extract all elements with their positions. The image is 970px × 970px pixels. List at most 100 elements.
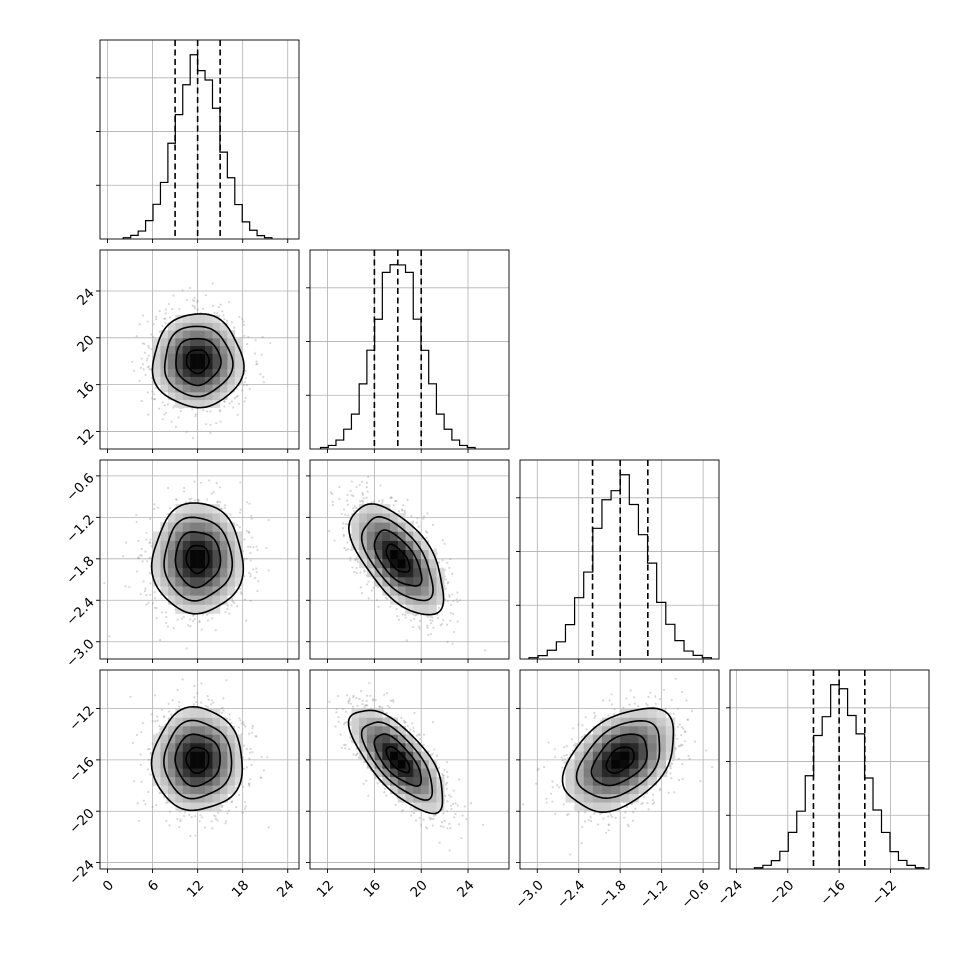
- density-cell: [175, 785, 184, 795]
- density-cell: [175, 595, 184, 605]
- density-cell: [175, 577, 184, 587]
- density-cell: [420, 586, 429, 596]
- sample-point: [431, 824, 434, 827]
- sample-point: [365, 481, 369, 484]
- sample-point: [153, 397, 156, 401]
- sample-point: [147, 413, 150, 416]
- sample-point: [340, 746, 344, 749]
- density-cell: [428, 549, 437, 560]
- x-tick-label: 24: [274, 877, 297, 900]
- sample-point: [158, 407, 161, 410]
- sample-point: [189, 500, 192, 503]
- sample-point: [417, 625, 421, 628]
- density-cell: [175, 717, 184, 727]
- sample-point: [137, 556, 140, 560]
- sample-point: [560, 756, 563, 759]
- sample-point: [355, 571, 358, 575]
- sample-point: [209, 431, 212, 434]
- density-cell: [227, 540, 236, 550]
- sample-point: [412, 625, 415, 629]
- density-cell: [167, 567, 176, 578]
- sample-point: [561, 759, 564, 762]
- sample-point: [676, 707, 679, 710]
- sample-point: [237, 402, 241, 405]
- density-cell: [175, 361, 184, 370]
- density-cell: [219, 549, 228, 560]
- sample-point: [413, 617, 416, 621]
- sample-point: [428, 816, 431, 819]
- density-cell: [382, 522, 391, 532]
- density-cell: [565, 785, 575, 795]
- density-cell: [175, 734, 184, 744]
- density-cell: [160, 567, 169, 578]
- sample-point: [215, 422, 218, 425]
- sample-point: [363, 569, 366, 572]
- sample-point: [163, 317, 166, 320]
- sample-point: [463, 805, 466, 808]
- panel-frame: [99, 669, 300, 870]
- sample-point: [654, 702, 657, 705]
- sample-point: [229, 513, 232, 516]
- sample-point: [191, 408, 194, 411]
- density-cell: [436, 586, 445, 596]
- density-cell: [227, 531, 236, 541]
- sample-point: [395, 607, 398, 611]
- sample-point: [537, 767, 540, 770]
- sample-point: [676, 725, 680, 729]
- density-cell: [611, 785, 621, 795]
- sample-point: [255, 363, 258, 366]
- density-cell: [574, 802, 585, 812]
- sample-point: [147, 365, 150, 368]
- sample-point: [328, 700, 331, 703]
- sample-point: [360, 480, 364, 483]
- sample-point: [163, 716, 166, 719]
- density-cell: [212, 540, 221, 550]
- density-cell: [397, 586, 406, 596]
- scatter-panel-0-1: [99, 249, 300, 450]
- y-tick-label: −16: [66, 754, 97, 785]
- sample-point: [249, 747, 252, 750]
- sample-point: [108, 635, 111, 638]
- sample-point: [204, 705, 208, 708]
- sample-point: [437, 766, 441, 770]
- density-cell: [160, 549, 169, 560]
- density-cell: [190, 759, 198, 769]
- density-cell: [197, 531, 206, 541]
- density-cell: [167, 549, 176, 560]
- sample-point: [344, 747, 347, 750]
- density-cell: [420, 558, 429, 569]
- density-cell: [366, 717, 375, 727]
- sample-point: [589, 820, 593, 823]
- density-cell: [190, 338, 198, 347]
- density-cell: [405, 567, 414, 578]
- sample-point: [158, 724, 161, 728]
- density-cell: [197, 742, 206, 752]
- density-cell: [611, 751, 621, 761]
- sample-point: [651, 799, 654, 802]
- density-cell: [574, 742, 585, 752]
- sample-point: [341, 526, 345, 530]
- sample-point: [237, 726, 240, 729]
- sample-point: [201, 816, 204, 819]
- density-cell: [182, 776, 191, 786]
- sample-point: [344, 710, 348, 713]
- density-cell: [382, 751, 391, 761]
- density-cell: [405, 577, 414, 587]
- density-cell: [175, 353, 184, 362]
- density-cell: [420, 604, 429, 614]
- sample-point: [448, 794, 451, 797]
- sample-point: [633, 696, 636, 699]
- sample-point: [223, 405, 226, 408]
- sample-point: [445, 787, 449, 790]
- sample-point: [445, 760, 449, 764]
- density-cell: [153, 558, 161, 569]
- sample-point: [262, 381, 265, 384]
- sample-point: [190, 497, 193, 500]
- sample-point: [651, 802, 654, 805]
- sample-point: [613, 708, 616, 711]
- sample-point: [572, 744, 575, 747]
- sample-point: [669, 764, 672, 768]
- density-cell: [366, 549, 375, 560]
- sample-point: [192, 620, 195, 623]
- sample-point: [183, 486, 186, 490]
